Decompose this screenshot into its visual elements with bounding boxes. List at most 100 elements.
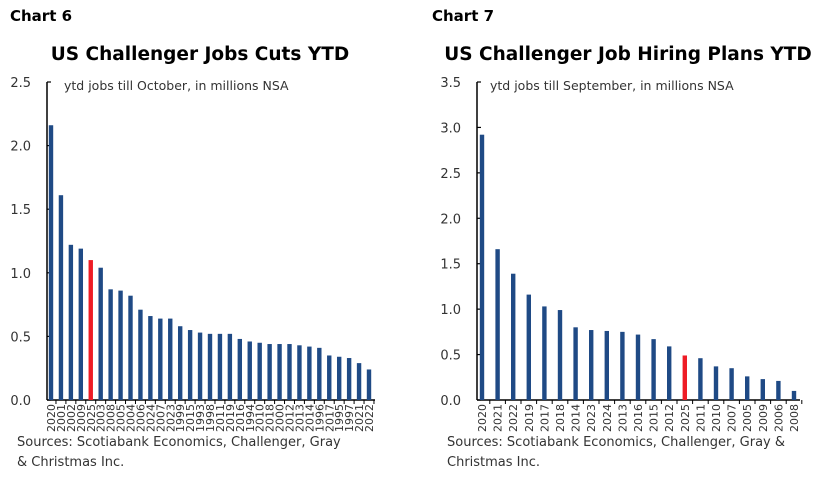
- chart-title: US Challenger Job Hiring Plans YTD: [444, 44, 812, 65]
- x-tick-label: 2012: [663, 404, 676, 432]
- bar-2018: [557, 310, 563, 400]
- bar-2001: [58, 195, 64, 400]
- x-tick-label: 2010: [254, 404, 267, 432]
- x-tick-label: 2011: [214, 404, 227, 432]
- bar-2015: [187, 330, 193, 400]
- x-tick-label: 2017: [323, 404, 336, 432]
- bar-2004: [128, 295, 133, 400]
- bar-1993: [197, 332, 203, 400]
- y-tick-label: 2.5: [440, 167, 461, 182]
- bar-2019: [227, 333, 233, 400]
- x-tick-label: 2013: [616, 404, 629, 432]
- source-note: Sources: Scotiabank Economics, Challenge…: [447, 435, 785, 450]
- bar-1997: [346, 358, 352, 400]
- x-tick-label: 2008: [788, 404, 801, 432]
- y-tick-label: 2.5: [10, 76, 31, 91]
- y-tick-label: 2.0: [440, 212, 461, 227]
- bar-2000: [277, 344, 282, 400]
- bar-2017: [542, 306, 547, 400]
- x-tick-label: 2019: [523, 404, 536, 432]
- bar-2015: [651, 339, 656, 400]
- bar-2019: [526, 294, 531, 400]
- y-tick-label: 3.5: [440, 76, 461, 91]
- bar-2020: [479, 134, 485, 400]
- x-tick-label: 2003: [95, 404, 108, 432]
- bar-2025: [682, 355, 687, 400]
- y-tick-label: 2.0: [10, 140, 31, 155]
- bar-2013: [297, 345, 302, 400]
- bar-2006: [776, 380, 781, 400]
- x-tick-label: 2015: [184, 404, 197, 432]
- bar-1994: [247, 341, 252, 400]
- bar-2007: [729, 368, 734, 400]
- bar-2022: [511, 273, 516, 400]
- y-tick-label: 1.5: [440, 258, 461, 273]
- y-tick-label: 0.5: [10, 330, 31, 345]
- x-tick-label: 2009: [75, 404, 88, 432]
- x-tick-label: 2007: [154, 404, 167, 432]
- x-tick-label: 2020: [476, 404, 489, 432]
- x-tick-label: 2005: [741, 404, 754, 432]
- x-tick-label: 2006: [772, 404, 785, 432]
- x-tick-label: 2007: [726, 404, 739, 432]
- bar-2007: [158, 318, 163, 400]
- chart-label: Chart 7: [432, 7, 494, 25]
- x-tick-label: 2005: [115, 404, 128, 432]
- bar-2024: [604, 330, 609, 400]
- x-tick-label: 2021: [492, 404, 505, 432]
- x-tick-label: 2020: [45, 404, 58, 432]
- bar-2025: [88, 260, 93, 400]
- y-tick-label: 1.0: [440, 303, 461, 318]
- x-tick-label: 2018: [554, 404, 567, 432]
- bar-2017: [327, 355, 332, 400]
- x-tick-label: 2014: [570, 404, 583, 432]
- bar-2020: [48, 125, 54, 401]
- bar-1998: [207, 333, 213, 400]
- bar-2003: [98, 267, 103, 400]
- y-tick-label: 0.5: [440, 349, 461, 364]
- bar-2022: [366, 369, 372, 400]
- chart-title: US Challenger Jobs Cuts YTD: [51, 44, 349, 65]
- x-tick-label: 2009: [757, 404, 770, 432]
- x-tick-label: 2022: [507, 404, 520, 432]
- bar-2010: [257, 342, 262, 400]
- chart-subtitle: ytd jobs till October, in millions NSA: [64, 78, 289, 93]
- bar-2005: [118, 290, 123, 400]
- bar-1999: [177, 326, 183, 400]
- bar-2008: [108, 289, 113, 400]
- source-note: Sources: Scotiabank Economics, Challenge…: [17, 435, 341, 450]
- x-tick-label: 2012: [284, 404, 297, 432]
- x-tick-label: 1999: [174, 404, 187, 432]
- bar-2006: [138, 309, 143, 400]
- bar-2012: [287, 344, 292, 400]
- x-tick-label: 1998: [204, 404, 217, 432]
- x-tick-label: 2024: [601, 404, 614, 432]
- bar-2011: [217, 333, 223, 400]
- bar-2016: [635, 334, 641, 400]
- bar-2010: [713, 366, 719, 400]
- y-tick-label: 3.0: [440, 121, 461, 136]
- x-tick-label: 2000: [274, 404, 287, 432]
- x-tick-label: 2023: [164, 404, 177, 432]
- bar-1996: [317, 347, 322, 400]
- bar-2023: [589, 330, 594, 400]
- source-note: & Christmas Inc.: [17, 455, 124, 470]
- bar-2011: [698, 358, 703, 400]
- x-tick-label: 2006: [134, 404, 147, 432]
- x-tick-label: 2001: [55, 404, 68, 432]
- x-tick-label: 1994: [244, 404, 257, 432]
- bar-2016: [237, 338, 243, 400]
- x-tick-label: 2025: [85, 404, 98, 432]
- x-tick-label: 2023: [585, 404, 598, 432]
- bar-1995: [336, 356, 342, 400]
- x-tick-label: 2016: [632, 404, 645, 432]
- y-tick-label: 0.0: [10, 394, 31, 409]
- x-tick-label: 2015: [648, 404, 661, 432]
- bar-2002: [68, 244, 74, 400]
- bar-2014: [307, 346, 312, 400]
- x-tick-label: 1995: [333, 404, 346, 432]
- x-tick-label: 2017: [538, 404, 551, 432]
- x-tick-label: 2008: [105, 404, 118, 432]
- chart-label: Chart 6: [10, 7, 72, 25]
